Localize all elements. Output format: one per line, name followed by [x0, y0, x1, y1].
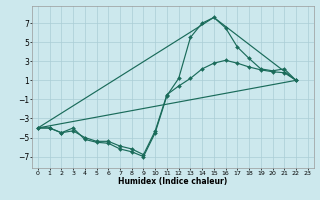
X-axis label: Humidex (Indice chaleur): Humidex (Indice chaleur)	[118, 177, 228, 186]
